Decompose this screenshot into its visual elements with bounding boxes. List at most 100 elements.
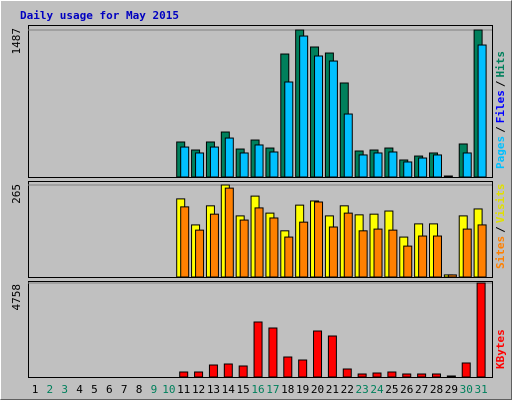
bar [269, 217, 279, 278]
x-tick-label: 30 [460, 383, 473, 396]
x-tick-label: 4 [76, 383, 83, 396]
bar [357, 373, 367, 378]
bar [403, 161, 413, 178]
bar [372, 372, 382, 378]
legend-entry: Hits [494, 51, 507, 78]
bar [403, 245, 413, 278]
bar [223, 363, 233, 378]
bar [373, 228, 383, 278]
bar [476, 282, 486, 378]
bar [342, 368, 352, 378]
x-tick-label: 29 [445, 383, 458, 396]
bar [358, 230, 368, 278]
bar [462, 152, 472, 178]
x-tick-label: 20 [311, 383, 324, 396]
bar [443, 175, 453, 178]
bar [283, 356, 293, 378]
bar [314, 55, 324, 178]
bar [284, 81, 294, 178]
bar [432, 235, 442, 278]
x-tick-label: 11 [177, 383, 190, 396]
bar [447, 274, 457, 278]
bar [343, 113, 353, 178]
bar [254, 207, 264, 278]
legend-entry: Pages [494, 136, 507, 169]
bar [461, 362, 471, 378]
bar [388, 229, 398, 278]
bar [328, 60, 338, 178]
y-tick-label: 265 [10, 184, 23, 204]
legend-entry: Files [494, 90, 507, 123]
bar [418, 235, 428, 278]
bar [432, 154, 442, 178]
bar [268, 327, 278, 378]
bar [314, 201, 324, 278]
y-tick-label: 4758 [10, 284, 23, 311]
x-tick-label: 5 [91, 383, 98, 396]
bar [284, 236, 294, 278]
bar [402, 373, 412, 378]
x-tick-label: 22 [341, 383, 354, 396]
x-tick-label: 18 [281, 383, 294, 396]
legend: Pages / Files / Hits [494, 51, 507, 169]
bar [328, 226, 338, 278]
bar [387, 371, 397, 378]
x-tick-label: 15 [237, 383, 250, 396]
bar [180, 146, 190, 178]
bar [239, 219, 249, 278]
x-tick-label: 8 [136, 383, 143, 396]
x-tick-label: 23 [356, 383, 369, 396]
bar [239, 152, 249, 178]
bar [224, 187, 234, 278]
bar [299, 221, 309, 278]
bar [477, 44, 487, 178]
bar [180, 206, 190, 278]
x-tick-label: 17 [266, 383, 279, 396]
bar [298, 359, 308, 378]
bar [327, 335, 337, 378]
x-tick-label: 12 [192, 383, 205, 396]
bar [238, 365, 248, 378]
bar [477, 224, 487, 278]
bar [431, 373, 441, 378]
x-tick-label: 7 [121, 383, 128, 396]
bar [194, 371, 204, 378]
x-tick-label: 13 [207, 383, 220, 396]
x-tick-label: 26 [400, 383, 413, 396]
x-tick-label: 6 [106, 383, 113, 396]
bar [254, 144, 264, 178]
x-tick-label: 16 [251, 383, 264, 396]
legend-entry: Sites [494, 236, 507, 269]
bar [446, 375, 456, 378]
x-tick-label: 24 [370, 383, 384, 396]
x-tick-label: 9 [151, 383, 158, 396]
bar [179, 371, 189, 378]
legend-entry: KBytes [494, 329, 507, 369]
x-tick-label: 3 [61, 383, 68, 396]
chart-title: Daily usage for May 2015 [20, 9, 179, 22]
x-tick-label: 14 [222, 383, 236, 396]
x-tick-label: 10 [162, 383, 175, 396]
bar [313, 330, 323, 378]
x-tick-label: 19 [296, 383, 309, 396]
legend: Sites / Visits [494, 184, 507, 270]
bar [373, 152, 383, 178]
legend-separator: / [494, 80, 507, 87]
bar [224, 137, 234, 178]
legend-entry: Visits [494, 184, 507, 224]
bar [195, 152, 205, 178]
bar [388, 151, 398, 178]
x-tick-label: 27 [415, 383, 428, 396]
x-tick-label: 25 [385, 383, 398, 396]
bar [417, 373, 427, 378]
bar [418, 157, 428, 178]
y-tick-label: 1487 [10, 28, 23, 55]
bar [299, 35, 309, 178]
bar [195, 229, 205, 278]
bar [462, 228, 472, 278]
x-tick-label: 28 [430, 383, 443, 396]
legend-separator: / [494, 126, 507, 133]
legend-separator: / [494, 226, 507, 233]
